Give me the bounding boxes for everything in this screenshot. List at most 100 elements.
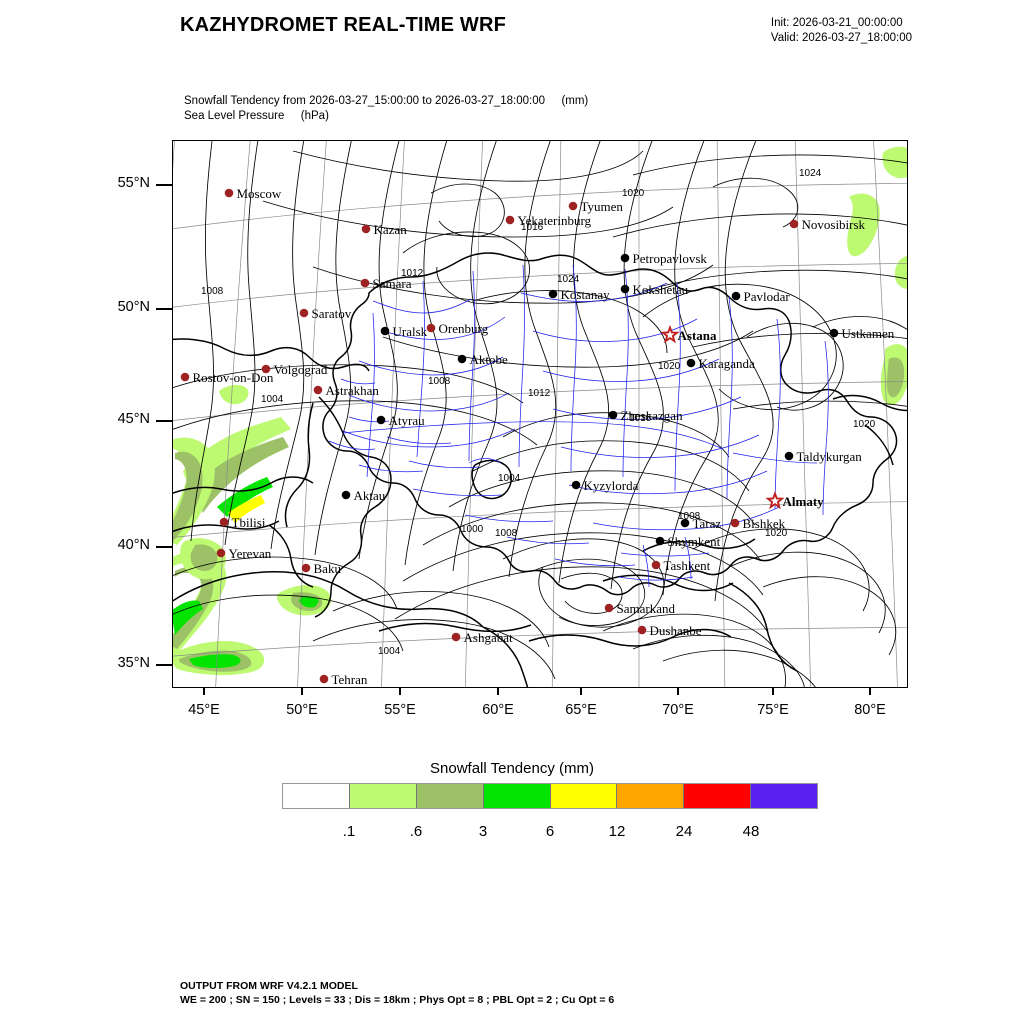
lon-tick-mark [301, 688, 303, 695]
capital-star-icon [660, 324, 680, 344]
colorbar-tick-p6: .6 [409, 823, 423, 840]
city-marker-moscow[interactable]: Moscow [224, 186, 282, 201]
isobar-label-1004: 1004 [378, 646, 401, 657]
lon-tick-label-65e: 65°E [565, 702, 597, 718]
page-title: KAZHYDROMET REAL-TIME WRF [180, 14, 507, 36]
isobar-label-1020: 1020 [765, 528, 788, 539]
city-label: Uralsk [393, 324, 428, 339]
lon-tick-label-75e: 75°E [757, 702, 789, 718]
model-config-footer: OUTPUT FROM WRF V4.2.1 MODEL WE = 200 ; … [180, 980, 614, 1007]
colorbar-segment-6[interactable] [683, 784, 751, 808]
lon-tick-mark [580, 688, 582, 695]
city-dot-icon [620, 253, 630, 263]
isobar-label-1008: 1008 [201, 286, 224, 297]
city-dot-icon [686, 358, 696, 368]
city-marker-yekaterinburg[interactable]: Yekaterinburg [505, 213, 592, 228]
lat-tick-mark [156, 664, 172, 666]
city-dot-icon [571, 480, 581, 490]
isobar-label-1012: 1012 [401, 268, 424, 279]
isobar-labels-layer: 1008 1012 1020 1024 1016 1024 1004 1008 1012 1020… [201, 168, 876, 657]
city-label: Yerevan [229, 546, 272, 561]
city-label: Almaty [783, 494, 825, 509]
lon-tick-mark [772, 688, 774, 695]
city-dot-icon [548, 289, 558, 299]
lat-tick-mark [156, 184, 172, 186]
city-marker-kazan[interactable]: Kazan [361, 222, 408, 237]
city-dot-icon [784, 451, 794, 461]
model-run-info: Init: 2026-03-21_00:00:00 Valid: 2026-03… [771, 16, 912, 46]
isobar-label-1012: 1012 [528, 388, 551, 399]
lon-tick-label-70e: 70°E [662, 702, 694, 718]
colorbar-tick-p1: .1 [342, 823, 356, 840]
city-marker-tyumen[interactable]: Tyumen [568, 199, 624, 214]
city-label: Tyumen [581, 199, 624, 214]
city-dot-icon [680, 518, 690, 528]
city-marker-almaty[interactable]: Almaty [765, 490, 825, 510]
city-label: Orenburg [439, 321, 489, 336]
city-dot-icon [319, 674, 329, 684]
city-marker-samarkand[interactable]: Samarkand [604, 601, 676, 616]
city-marker-petropavlovsk[interactable]: Petropavlovsk [620, 251, 708, 266]
colorbar-segment-4[interactable] [549, 784, 617, 808]
subtitle-line-1: Snowfall Tendency from 2026-03-27_15:00:… [184, 94, 588, 109]
city-dot-icon [361, 224, 371, 234]
city-marker-ashgabat[interactable]: Ashgabat [451, 630, 513, 645]
map-canvas: MoscowKazanYekaterinburgTyumenNovosibirs… [173, 141, 907, 687]
city-label: Karaganda [699, 356, 756, 371]
city-dot-icon [637, 625, 647, 635]
city-dot-icon [299, 308, 309, 318]
lon-tick-label-45e: 45°E [188, 702, 220, 718]
lat-tick-mark [156, 546, 172, 548]
city-marker-aktau[interactable]: Aktau [341, 488, 386, 503]
colorbar-segment-0[interactable] [283, 784, 349, 808]
lat-tick-label-35n: 35°N [117, 655, 150, 671]
colorbar-tick-48: 48 [742, 823, 760, 840]
city-markers-layer: MoscowKazanYekaterinburgTyumenNovosibirs… [180, 186, 895, 687]
city-dot-icon [301, 563, 311, 573]
city-marker-rostov-on-don[interactable]: Rostov-on-Don [180, 370, 274, 385]
city-label: Kazan [374, 222, 408, 237]
lat-tick-mark [156, 420, 172, 422]
city-dot-icon [730, 518, 740, 528]
city-marker-uralsk[interactable]: Uralsk [380, 324, 428, 339]
isobar-label-1004: 1004 [261, 394, 284, 405]
colorbar-segment-1[interactable] [348, 784, 416, 808]
city-marker-kyzylorda[interactable]: Kyzylorda [571, 478, 639, 493]
lat-tick-mark [156, 308, 172, 310]
colorbar-segment-2[interactable] [415, 784, 483, 808]
province-borders [328, 264, 829, 588]
city-dot-icon [651, 560, 661, 570]
colorbar[interactable] [282, 783, 818, 809]
city-marker-taldykurgan[interactable]: Taldykurgan [784, 449, 863, 464]
lon-tick-mark [399, 688, 401, 695]
city-label: Volgograd [274, 362, 328, 377]
colorbar-segment-7[interactable] [750, 784, 817, 808]
isobar-label-1008: 1008 [495, 528, 518, 539]
isobar-label-1024: 1024 [799, 168, 822, 179]
city-marker-orenburg[interactable]: Orenburg [426, 321, 489, 336]
colorbar-tick-24: 24 [675, 823, 693, 840]
isobar-label-1020: 1020 [853, 419, 876, 430]
city-dot-icon [341, 490, 351, 500]
country-borders [173, 252, 907, 687]
isobar-label-1008: 1008 [678, 511, 701, 522]
isobar-label-1008: 1008 [428, 376, 451, 387]
colorbar-segment-3[interactable] [482, 784, 550, 808]
city-label: Astrakhan [326, 383, 380, 398]
lat-tick-label-45n: 45°N [117, 411, 150, 427]
colorbar-tick-3: 3 [478, 823, 488, 840]
city-marker-saratov[interactable]: Saratov [299, 306, 352, 321]
weather-map-plot[interactable]: Moscow Kazan Yekaterinburg Tyumen Novosibirs… [172, 140, 908, 688]
city-label: Petropavlovsk [633, 251, 708, 266]
lat-tick-label-50n: 50°N [117, 299, 150, 315]
city-dot-icon [360, 278, 370, 288]
city-marker-tehran[interactable]: Tehran [319, 672, 368, 687]
isobar-label-1020: 1020 [658, 361, 681, 372]
city-marker-astrakhan[interactable]: Astrakhan [313, 383, 380, 398]
city-dot-icon [789, 219, 799, 229]
colorbar-segment-5[interactable] [616, 784, 684, 808]
city-dot-icon [219, 517, 229, 527]
subtitle-snowfall-units: (mm) [561, 95, 589, 107]
city-marker-baku[interactable]: Baku [301, 561, 342, 576]
city-marker-atyrau[interactable]: Atyrau [376, 413, 425, 428]
